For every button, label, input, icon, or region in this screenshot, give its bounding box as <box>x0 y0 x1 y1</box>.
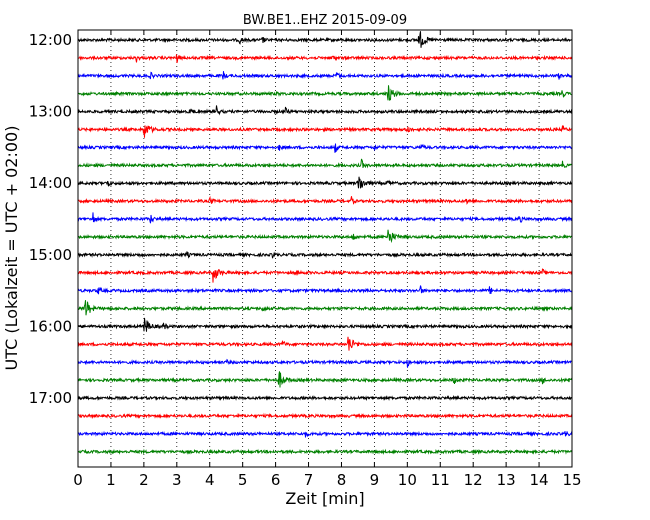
y-tick-label: 14:00 <box>29 174 72 192</box>
x-tick-label: 7 <box>304 471 314 489</box>
seismic-trace <box>77 195 573 205</box>
y-tick-label: 12:00 <box>29 31 72 49</box>
y-axis: 12:00 13:00 14:00 15:00 16:00 17:00 <box>29 31 572 407</box>
y-axis-label: UTC (Lokalzeit = UTC + 02:00) <box>2 126 21 371</box>
x-tick-label: 15 <box>562 471 581 489</box>
grid-lines <box>110 30 540 467</box>
x-tick-label: 2 <box>139 471 149 489</box>
seismic-trace <box>77 124 573 138</box>
seismic-trace <box>77 317 573 332</box>
x-tick-label: 13 <box>497 471 516 489</box>
x-tick-label: 12 <box>464 471 483 489</box>
x-tick-label: 10 <box>398 471 417 489</box>
x-tick-label: 8 <box>337 471 347 489</box>
x-tick-label: 3 <box>172 471 182 489</box>
x-axis-label: Zeit [min] <box>285 489 364 508</box>
seismic-trace <box>77 229 573 244</box>
y-tick-label: 16:00 <box>29 317 72 335</box>
seismic-trace <box>77 85 573 101</box>
plot-frame <box>77 29 573 468</box>
seismic-trace <box>77 394 573 402</box>
seismic-trace <box>77 176 573 189</box>
y-tick-label: 17:00 <box>29 389 72 407</box>
seismic-trace <box>77 158 573 169</box>
x-tick-label: 0 <box>73 471 83 489</box>
seismic-trace <box>77 31 573 48</box>
seismic-trace <box>77 371 573 388</box>
seismic-trace <box>77 212 573 224</box>
y-tick-label: 13:00 <box>29 103 72 121</box>
x-tick-label: 9 <box>370 471 380 489</box>
chart-title: BW.BE1..EHZ 2015-09-09 <box>243 13 407 28</box>
seismic-trace <box>77 412 573 420</box>
traces <box>77 31 573 455</box>
x-tick-label: 11 <box>431 471 450 489</box>
x-tick-label: 6 <box>271 471 281 489</box>
x-axis: 0 1 2 3 4 5 6 7 8 9 10 11 12 13 14 15 <box>73 30 582 489</box>
x-tick-label: 14 <box>530 471 549 489</box>
seismic-trace <box>77 430 573 438</box>
seismic-trace <box>77 300 573 316</box>
seismic-trace <box>77 336 573 351</box>
seismic-trace <box>77 54 573 64</box>
seismic-trace <box>77 285 573 295</box>
y-tick-label: 15:00 <box>29 246 72 264</box>
seismic-trace <box>77 251 573 259</box>
seismic-trace <box>77 105 573 116</box>
seismic-trace <box>77 143 573 153</box>
seismic-trace <box>77 268 573 283</box>
seismic-trace <box>77 71 573 80</box>
seismic-trace <box>77 448 573 455</box>
seismic-trace <box>77 358 573 368</box>
x-tick-label: 5 <box>238 471 248 489</box>
x-tick-label: 1 <box>106 471 116 489</box>
x-tick-label: 4 <box>205 471 215 489</box>
